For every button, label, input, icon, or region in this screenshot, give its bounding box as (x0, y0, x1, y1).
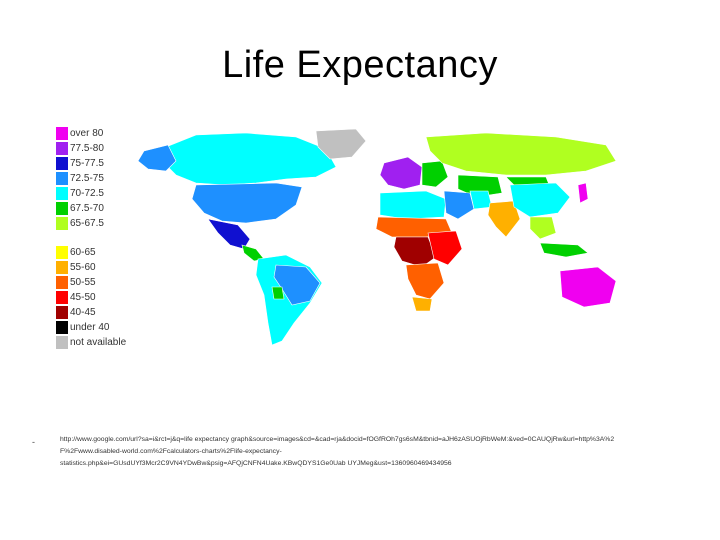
legend-label: 55-60 (70, 262, 96, 273)
source-line[interactable]: F%2Fwww.disabled-world.com%2Fcalculators… (60, 448, 282, 455)
legend-item: 70-72.5 (56, 187, 136, 202)
map-region-eastern-europe (421, 160, 449, 188)
source-line[interactable]: http://www.google.com/url?sa=i&rct=j&q=l… (60, 436, 615, 443)
legend-spacer (56, 232, 136, 246)
legend-item: 65-67.5 (56, 217, 136, 232)
legend-label: 70-72.5 (70, 188, 104, 199)
legend-swatch (56, 246, 68, 259)
world-map (137, 128, 617, 346)
map-region-usa (191, 182, 303, 224)
map-region-southeast-asia (529, 216, 557, 240)
map-region-bolivia (271, 286, 285, 300)
map-region-brazil (273, 264, 321, 306)
map-region-middle-east (443, 190, 475, 220)
map-region-south-africa (411, 296, 433, 312)
legend-swatch (56, 142, 68, 155)
legend-item: over 80 (56, 127, 136, 142)
legend-swatch (56, 261, 68, 274)
map-region-china (509, 182, 571, 218)
map-region-southern-africa (405, 262, 445, 300)
legend-label: 67.5-70 (70, 203, 104, 214)
legend-swatch (56, 187, 68, 200)
map-region-mexico (207, 218, 251, 250)
source-citation[interactable]: http://www.google.com/url?sa=i&rct=j&q=l… (60, 434, 700, 470)
legend-label: 40-45 (70, 307, 96, 318)
legend-swatch (56, 202, 68, 215)
legend-item: not available (56, 336, 136, 351)
legend-label: 50-55 (70, 277, 96, 288)
legend-item: 40-45 (56, 306, 136, 321)
legend-swatch (56, 157, 68, 170)
legend-swatch (56, 276, 68, 289)
map-region-western-europe (379, 156, 423, 190)
legend-item: 72.5-75 (56, 172, 136, 187)
legend-swatch (56, 336, 68, 349)
legend-item: 67.5-70 (56, 202, 136, 217)
legend-label: not available (70, 337, 127, 348)
legend-swatch (56, 321, 68, 334)
map-region-north-africa (379, 190, 447, 220)
map-region-indonesia (539, 242, 589, 258)
source-bullet: - (32, 437, 35, 447)
legend-item: 75-77.5 (56, 157, 136, 172)
legend-label: 75-77.5 (70, 158, 104, 169)
legend-swatch (56, 291, 68, 304)
legend-item: 60-65 (56, 246, 136, 261)
legend-label: over 80 (70, 128, 104, 139)
legend: over 80 77.5-80 75-77.5 72.5-75 70-72.5 … (56, 127, 136, 351)
legend-swatch (56, 306, 68, 319)
legend-label: under 40 (70, 322, 110, 333)
map-region-russia (425, 132, 617, 176)
map-region-canada (161, 132, 337, 186)
map-region-greenland (315, 128, 367, 160)
legend-label: 72.5-75 (70, 173, 104, 184)
legend-swatch (56, 172, 68, 185)
life-expectancy-map-figure: over 80 77.5-80 75-77.5 72.5-75 70-72.5 … (56, 127, 622, 351)
legend-item: 50-55 (56, 276, 136, 291)
legend-label: 65-67.5 (70, 218, 104, 229)
map-region-australia (559, 266, 617, 308)
legend-label: 77.5-80 (70, 143, 104, 154)
legend-label: 45-50 (70, 292, 96, 303)
map-region-east-africa (427, 230, 463, 266)
legend-item: under 40 (56, 321, 136, 336)
map-region-japan (577, 182, 589, 204)
slide-title: Life Expectancy (222, 44, 498, 86)
legend-swatch (56, 217, 68, 230)
legend-item: 77.5-80 (56, 142, 136, 157)
legend-label: 60-65 (70, 247, 96, 258)
legend-swatch (56, 127, 68, 140)
source-line[interactable]: statistics.php&ei=GUsdUYf3Mcr2C9VN4YDwBw… (60, 460, 452, 467)
legend-item: 55-60 (56, 261, 136, 276)
map-region-alaska (137, 144, 177, 172)
legend-item: 45-50 (56, 291, 136, 306)
map-region-iran (469, 190, 493, 210)
